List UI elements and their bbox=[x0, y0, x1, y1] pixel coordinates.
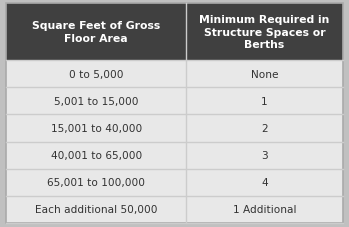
Bar bbox=[186, 115, 343, 142]
Text: 65,001 to 100,000: 65,001 to 100,000 bbox=[47, 178, 145, 188]
Text: 2: 2 bbox=[261, 123, 268, 133]
Text: 40,001 to 65,000: 40,001 to 65,000 bbox=[51, 151, 142, 160]
Bar bbox=[186, 196, 343, 223]
Bar bbox=[6, 4, 186, 61]
Text: 1: 1 bbox=[261, 96, 268, 106]
Bar bbox=[186, 61, 343, 88]
Text: 5,001 to 15,000: 5,001 to 15,000 bbox=[54, 96, 139, 106]
Text: Minimum Required in
Structure Spaces or
Berths: Minimum Required in Structure Spaces or … bbox=[199, 15, 330, 50]
Bar bbox=[6, 169, 186, 196]
Bar bbox=[186, 169, 343, 196]
Text: 0 to 5,000: 0 to 5,000 bbox=[69, 69, 124, 79]
Bar bbox=[6, 88, 186, 115]
Text: 15,001 to 40,000: 15,001 to 40,000 bbox=[51, 123, 142, 133]
Bar bbox=[6, 196, 186, 223]
Bar bbox=[186, 142, 343, 169]
Text: Each additional 50,000: Each additional 50,000 bbox=[35, 205, 157, 214]
Bar bbox=[186, 4, 343, 61]
Bar bbox=[6, 142, 186, 169]
Bar bbox=[6, 115, 186, 142]
Bar bbox=[186, 88, 343, 115]
Text: 1 Additional: 1 Additional bbox=[233, 205, 296, 214]
Text: Square Feet of Gross
Floor Area: Square Feet of Gross Floor Area bbox=[32, 21, 161, 44]
Text: None: None bbox=[251, 69, 278, 79]
Text: 4: 4 bbox=[261, 178, 268, 188]
Text: 3: 3 bbox=[261, 151, 268, 160]
Bar bbox=[6, 61, 186, 88]
